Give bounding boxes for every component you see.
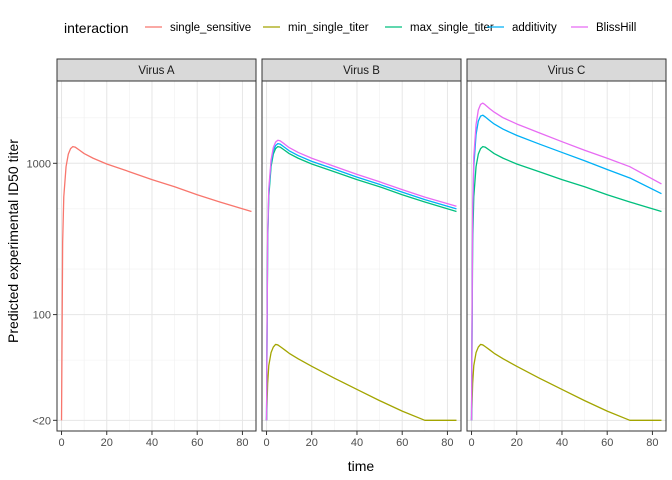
legend-label-single_sensitive: single_sensitive <box>170 22 251 34</box>
x-tick-label: 40 <box>556 437 568 449</box>
series-line-min_single_titer <box>265 343 457 421</box>
x-tick-label: 80 <box>236 437 248 449</box>
panel-border <box>466 80 667 432</box>
x-tick-label: 60 <box>601 437 613 449</box>
x-tick-label: 20 <box>101 437 113 449</box>
facet-panels: Virus A 0 20 40 60 80 Virus B 0 20 40 60 80 Virus C 0… <box>56 58 667 449</box>
series-line-single_sensitive <box>60 145 252 421</box>
y-axis-title: Predicted experimental ID50 titer <box>5 139 21 343</box>
strip-label-virus-b: Virus B <box>343 65 380 77</box>
legend-label-max_single_titer: max_single_titer <box>410 22 494 34</box>
plot-background <box>57 81 256 431</box>
panel-virus-b: Virus B 0 20 40 60 80 <box>261 58 462 449</box>
legend-label-min_single_titer: min_single_titer <box>288 22 369 34</box>
x-tick-label: 0 <box>58 437 64 449</box>
legend-label-BlissHill: BlissHill <box>596 22 636 34</box>
series-line-max_single_titer <box>470 145 662 421</box>
series-line-BlissHill <box>470 102 662 421</box>
x-tick-label: 40 <box>146 437 158 449</box>
x-tick-label: 80 <box>646 437 658 449</box>
panel-border <box>56 80 257 432</box>
x-axis-title: time <box>348 458 375 474</box>
panel-border <box>261 80 462 432</box>
plot-background <box>467 81 666 431</box>
panel-virus-a: Virus A 0 20 40 60 80 <box>56 58 257 449</box>
strip-label-virus-a: Virus A <box>138 65 175 77</box>
y-tick-label: 100 <box>33 310 51 322</box>
y-tick-label: 1000 <box>27 158 51 170</box>
x-tick-label: 20 <box>511 437 523 449</box>
panel-virus-c: Virus C 0 20 40 60 80 <box>466 58 667 449</box>
x-tick-label: 40 <box>351 437 363 449</box>
strip-label-virus-c: Virus C <box>548 65 586 77</box>
legend-label-additivity: additivity <box>512 22 557 34</box>
y-tick-label: <20 <box>32 415 51 427</box>
legend: interaction single_sensitive min_single_t… <box>64 20 636 36</box>
axes: time Predicted experimental ID50 titer <… <box>5 139 374 474</box>
x-tick-label: 20 <box>306 437 318 449</box>
legend-title: interaction <box>64 20 129 36</box>
x-tick-label: 0 <box>263 437 269 449</box>
x-tick-label: 60 <box>396 437 408 449</box>
plot-background <box>262 81 461 431</box>
x-tick-label: 80 <box>441 437 453 449</box>
series-line-min_single_titer <box>470 343 662 421</box>
series-line-BlissHill <box>265 139 457 421</box>
x-tick-label: 0 <box>468 437 474 449</box>
x-tick-label: 60 <box>191 437 203 449</box>
series-line-additivity <box>470 114 662 421</box>
